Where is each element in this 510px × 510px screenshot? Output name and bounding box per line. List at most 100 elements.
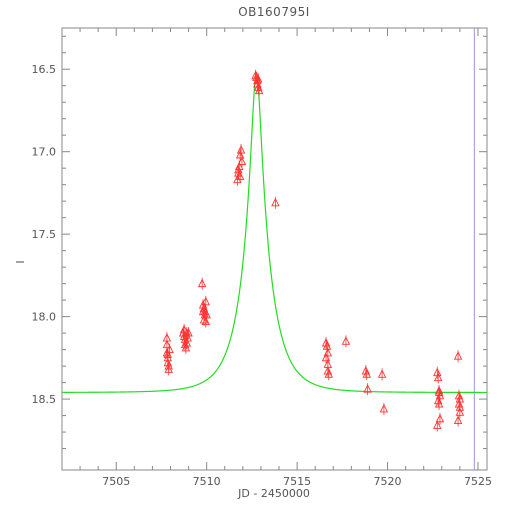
triangle-marker	[181, 342, 191, 352]
triangle-marker	[433, 372, 443, 382]
y-tick-label: 18.5	[32, 393, 57, 406]
data-point	[235, 148, 245, 161]
y-axis-label: I	[14, 260, 27, 263]
data-point	[361, 365, 371, 378]
triangle-marker	[453, 351, 463, 360]
x-tick-label: 7525	[464, 475, 492, 488]
data-point	[162, 332, 172, 345]
chart-title: OB160795I	[238, 5, 310, 19]
triangle-marker	[234, 164, 243, 174]
y-tick-label: 17.5	[32, 228, 57, 241]
triangle-marker	[321, 352, 331, 362]
data-point	[253, 73, 263, 86]
triangle-marker	[199, 303, 209, 312]
data-point	[199, 313, 209, 326]
triangle-marker	[253, 79, 262, 88]
data-point	[434, 398, 444, 411]
triangle-marker	[434, 399, 444, 408]
data-point	[181, 341, 191, 354]
data-point	[341, 335, 351, 348]
data-point	[201, 295, 211, 308]
data-point	[237, 155, 247, 168]
x-tick-label: 7520	[374, 475, 402, 488]
triangle-marker	[254, 85, 264, 95]
data-point	[321, 337, 331, 350]
triangle-marker	[162, 333, 172, 342]
data-point	[271, 196, 280, 209]
data-point	[200, 305, 210, 318]
y-tick-label: 17.0	[32, 146, 57, 159]
data-point	[455, 406, 465, 419]
data-point	[236, 144, 246, 157]
y-tick-labels: 16.5 17.0 17.5 18.0 18.5	[32, 63, 57, 406]
triangle-marker	[433, 420, 442, 429]
data-points	[162, 69, 465, 432]
data-point	[362, 368, 371, 381]
axis-ticks	[61, 28, 487, 470]
triangle-marker	[253, 74, 263, 83]
triangle-marker	[179, 324, 189, 334]
triangle-marker	[454, 399, 464, 408]
triangle-marker	[235, 149, 245, 159]
x-tick-label: 7505	[102, 475, 130, 488]
x-axis-label: JD - 2450000	[237, 487, 310, 500]
data-point	[253, 78, 262, 91]
data-point	[454, 398, 464, 411]
data-point	[433, 371, 443, 384]
data-point	[433, 419, 442, 432]
data-point	[321, 351, 331, 364]
triangle-marker	[199, 314, 209, 324]
data-point	[197, 277, 207, 290]
triangle-marker	[455, 407, 465, 416]
data-point	[235, 170, 245, 183]
data-point	[179, 323, 189, 336]
triangle-marker	[271, 197, 280, 207]
triangle-marker	[164, 364, 173, 373]
triangle-marker	[236, 145, 246, 154]
plot-frame	[61, 27, 488, 471]
triangle-marker	[183, 333, 192, 342]
y-tick-label: 18.0	[32, 311, 57, 324]
x-tick-label: 7515	[283, 475, 311, 488]
triangle-marker	[163, 349, 173, 359]
data-point	[433, 394, 443, 407]
y-tick-label: 16.5	[32, 63, 57, 76]
triangle-marker	[322, 341, 332, 350]
data-point	[453, 350, 463, 363]
triangle-marker	[362, 369, 371, 378]
triangle-marker	[197, 278, 207, 288]
triangle-marker	[361, 366, 371, 375]
data-point	[183, 332, 192, 345]
triangle-marker	[235, 161, 244, 170]
triangle-marker	[200, 306, 210, 316]
data-point	[453, 414, 463, 427]
triangle-marker	[377, 369, 387, 378]
data-point	[435, 412, 445, 425]
triangle-marker	[453, 415, 463, 424]
data-point	[234, 163, 243, 176]
triangle-marker	[379, 403, 389, 413]
triangle-marker	[341, 336, 351, 345]
data-point	[323, 365, 333, 378]
triangle-marker	[323, 366, 333, 375]
model-curve	[62, 72, 487, 394]
data-point	[182, 337, 192, 350]
triangle-marker	[235, 171, 245, 180]
data-point	[434, 386, 444, 399]
data-point	[363, 383, 372, 396]
triangle-marker	[237, 156, 247, 166]
triangle-marker	[363, 384, 372, 393]
triangle-marker	[433, 395, 443, 405]
triangle-marker	[434, 387, 444, 396]
triangle-marker	[182, 338, 192, 347]
x-tick-labels: 7505 7510 7515 7520 7525	[102, 475, 492, 488]
data-point	[377, 368, 387, 381]
data-point	[163, 348, 173, 361]
data-point	[164, 363, 173, 376]
triangle-marker	[435, 413, 445, 423]
data-point	[379, 402, 389, 415]
x-tick-label: 7510	[193, 475, 221, 488]
triangle-marker	[163, 357, 173, 367]
triangle-marker	[201, 296, 211, 306]
